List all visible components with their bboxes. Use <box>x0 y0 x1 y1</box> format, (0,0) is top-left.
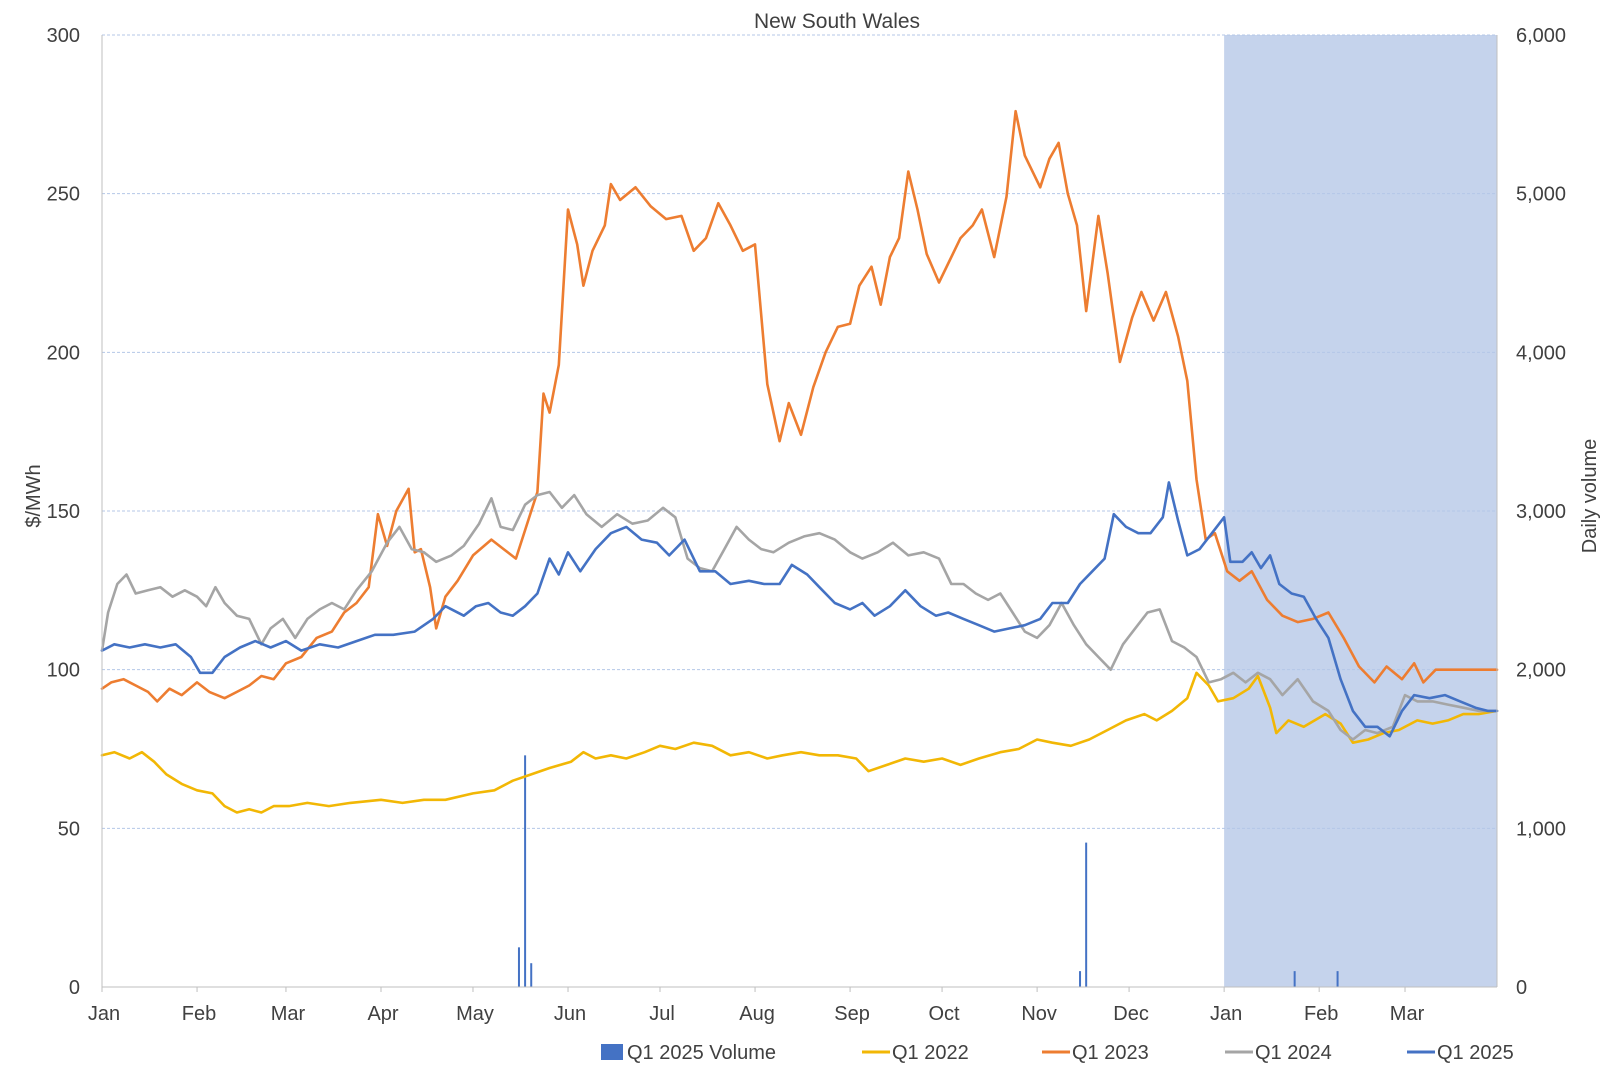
legend: Q1 2025 Volume Q1 2022 Q1 2023 Q1 2024 Q1 20… <box>601 1042 1514 1064</box>
chart-title: New South Wales <box>754 10 920 33</box>
y2-tick-label: 0 <box>1516 977 1527 999</box>
y-tick-label: 0 <box>69 977 80 999</box>
shaded-period <box>1224 35 1497 987</box>
volume-bar <box>524 755 527 987</box>
y-tick-label: 100 <box>47 660 80 682</box>
x-tick-label: Oct <box>929 1003 961 1025</box>
x-tick-label: Feb <box>182 1003 216 1025</box>
y2-tick-label: 6,000 <box>1516 25 1566 47</box>
volume-bar <box>1336 971 1339 987</box>
series-line-q1-2024 <box>100 490 1499 741</box>
x-tick-label: Feb <box>1304 1003 1338 1025</box>
x-tick-label: Sep <box>834 1003 870 1025</box>
y2-tick-label: 2,000 <box>1516 660 1566 682</box>
x-tick-label: Mar <box>271 1003 306 1025</box>
volume-bar <box>1079 971 1082 987</box>
x-tick-label: Apr <box>367 1003 398 1025</box>
volume-bar <box>1293 971 1296 987</box>
y-tick-label: 250 <box>47 184 80 206</box>
y-tick-label: 50 <box>58 818 80 840</box>
x-tick-label: Jun <box>554 1003 586 1025</box>
x-tick-label: Jul <box>649 1003 675 1025</box>
y-axis-title: $/MWh <box>23 464 45 527</box>
x-tick-label: Jan <box>1210 1003 1242 1025</box>
series-line-q1-2022 <box>100 671 1499 814</box>
volume-bar <box>1085 842 1088 987</box>
legend-label: Q1 2023 <box>1072 1042 1149 1064</box>
y-tick-label: 200 <box>47 342 80 364</box>
series-line-q1-2023 <box>100 109 1499 703</box>
volume-bar <box>517 947 520 987</box>
legend-label: Q1 2025 Volume <box>627 1042 776 1064</box>
x-tick-label: Nov <box>1021 1003 1057 1025</box>
x-tick-label: Dec <box>1113 1003 1149 1025</box>
legend-label: Q1 2022 <box>892 1042 969 1064</box>
y-tick-label: 150 <box>47 501 80 523</box>
legend-label: Q1 2025 <box>1437 1042 1514 1064</box>
x-tick-label: Jan <box>88 1003 120 1025</box>
y2-tick-label: 4,000 <box>1516 342 1566 364</box>
y2-tick-label: 5,000 <box>1516 184 1566 206</box>
volume-bar <box>530 963 533 987</box>
y2-tick-label: 3,000 <box>1516 501 1566 523</box>
legend-label: Q1 2024 <box>1255 1042 1332 1064</box>
x-tick-label: Aug <box>739 1003 775 1025</box>
y2-tick-label: 1,000 <box>1516 818 1566 840</box>
y2-axis-title: Daily volume <box>1579 439 1601 553</box>
y-tick-label: 300 <box>47 25 80 47</box>
series-line-q1-2025 <box>100 481 1499 738</box>
legend-swatch <box>601 1044 623 1060</box>
x-tick-label: May <box>456 1003 494 1025</box>
x-tick-label: Mar <box>1390 1003 1425 1025</box>
